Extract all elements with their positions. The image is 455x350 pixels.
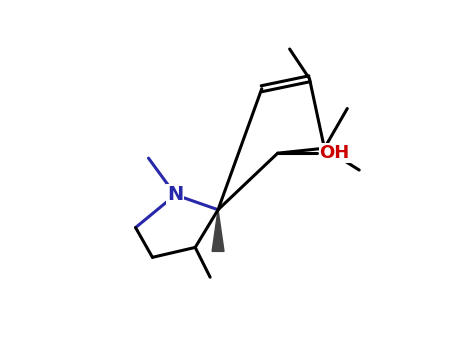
- Text: N: N: [167, 186, 183, 204]
- Text: OH: OH: [319, 144, 350, 162]
- Polygon shape: [212, 210, 224, 251]
